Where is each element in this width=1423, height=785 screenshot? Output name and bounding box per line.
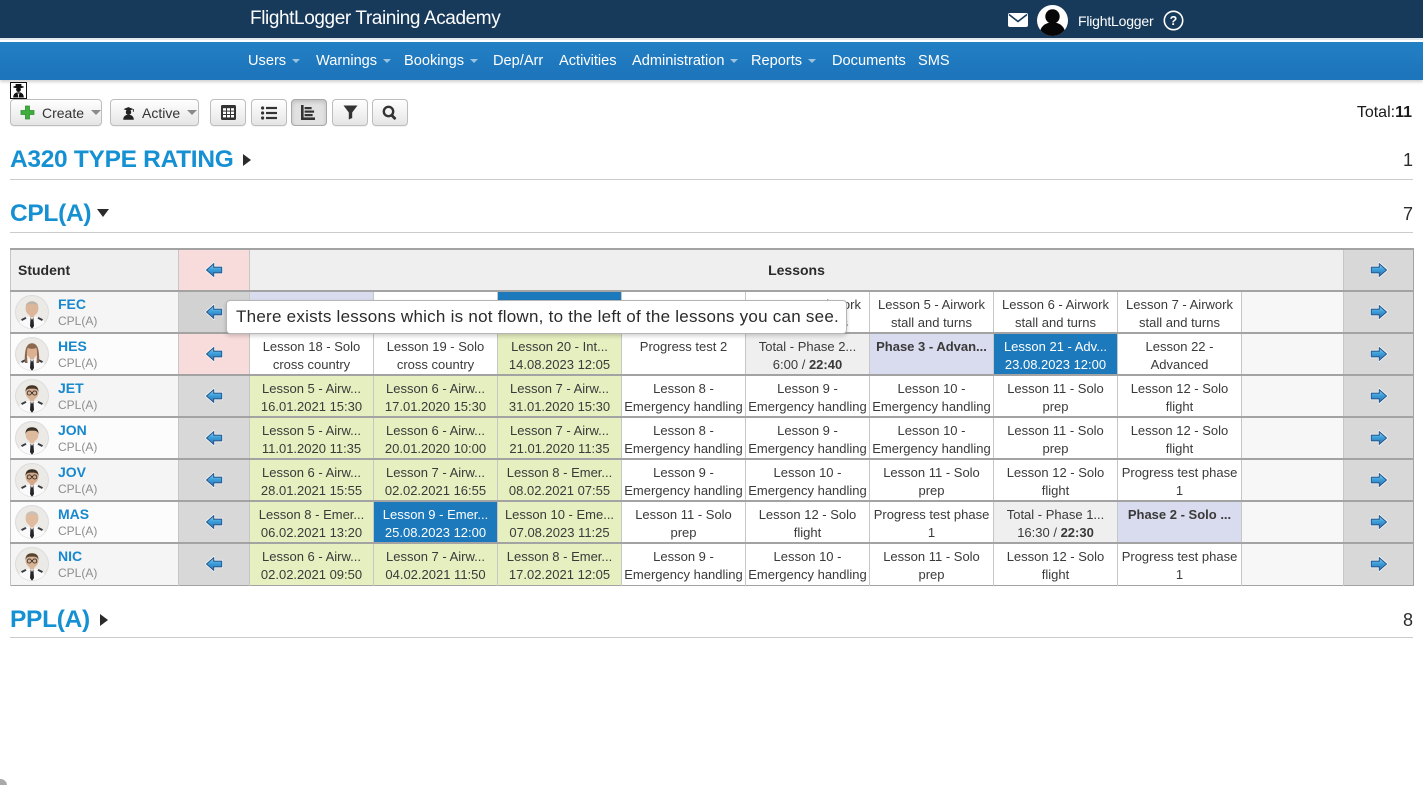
svg-text:?: ? [1170,14,1178,28]
